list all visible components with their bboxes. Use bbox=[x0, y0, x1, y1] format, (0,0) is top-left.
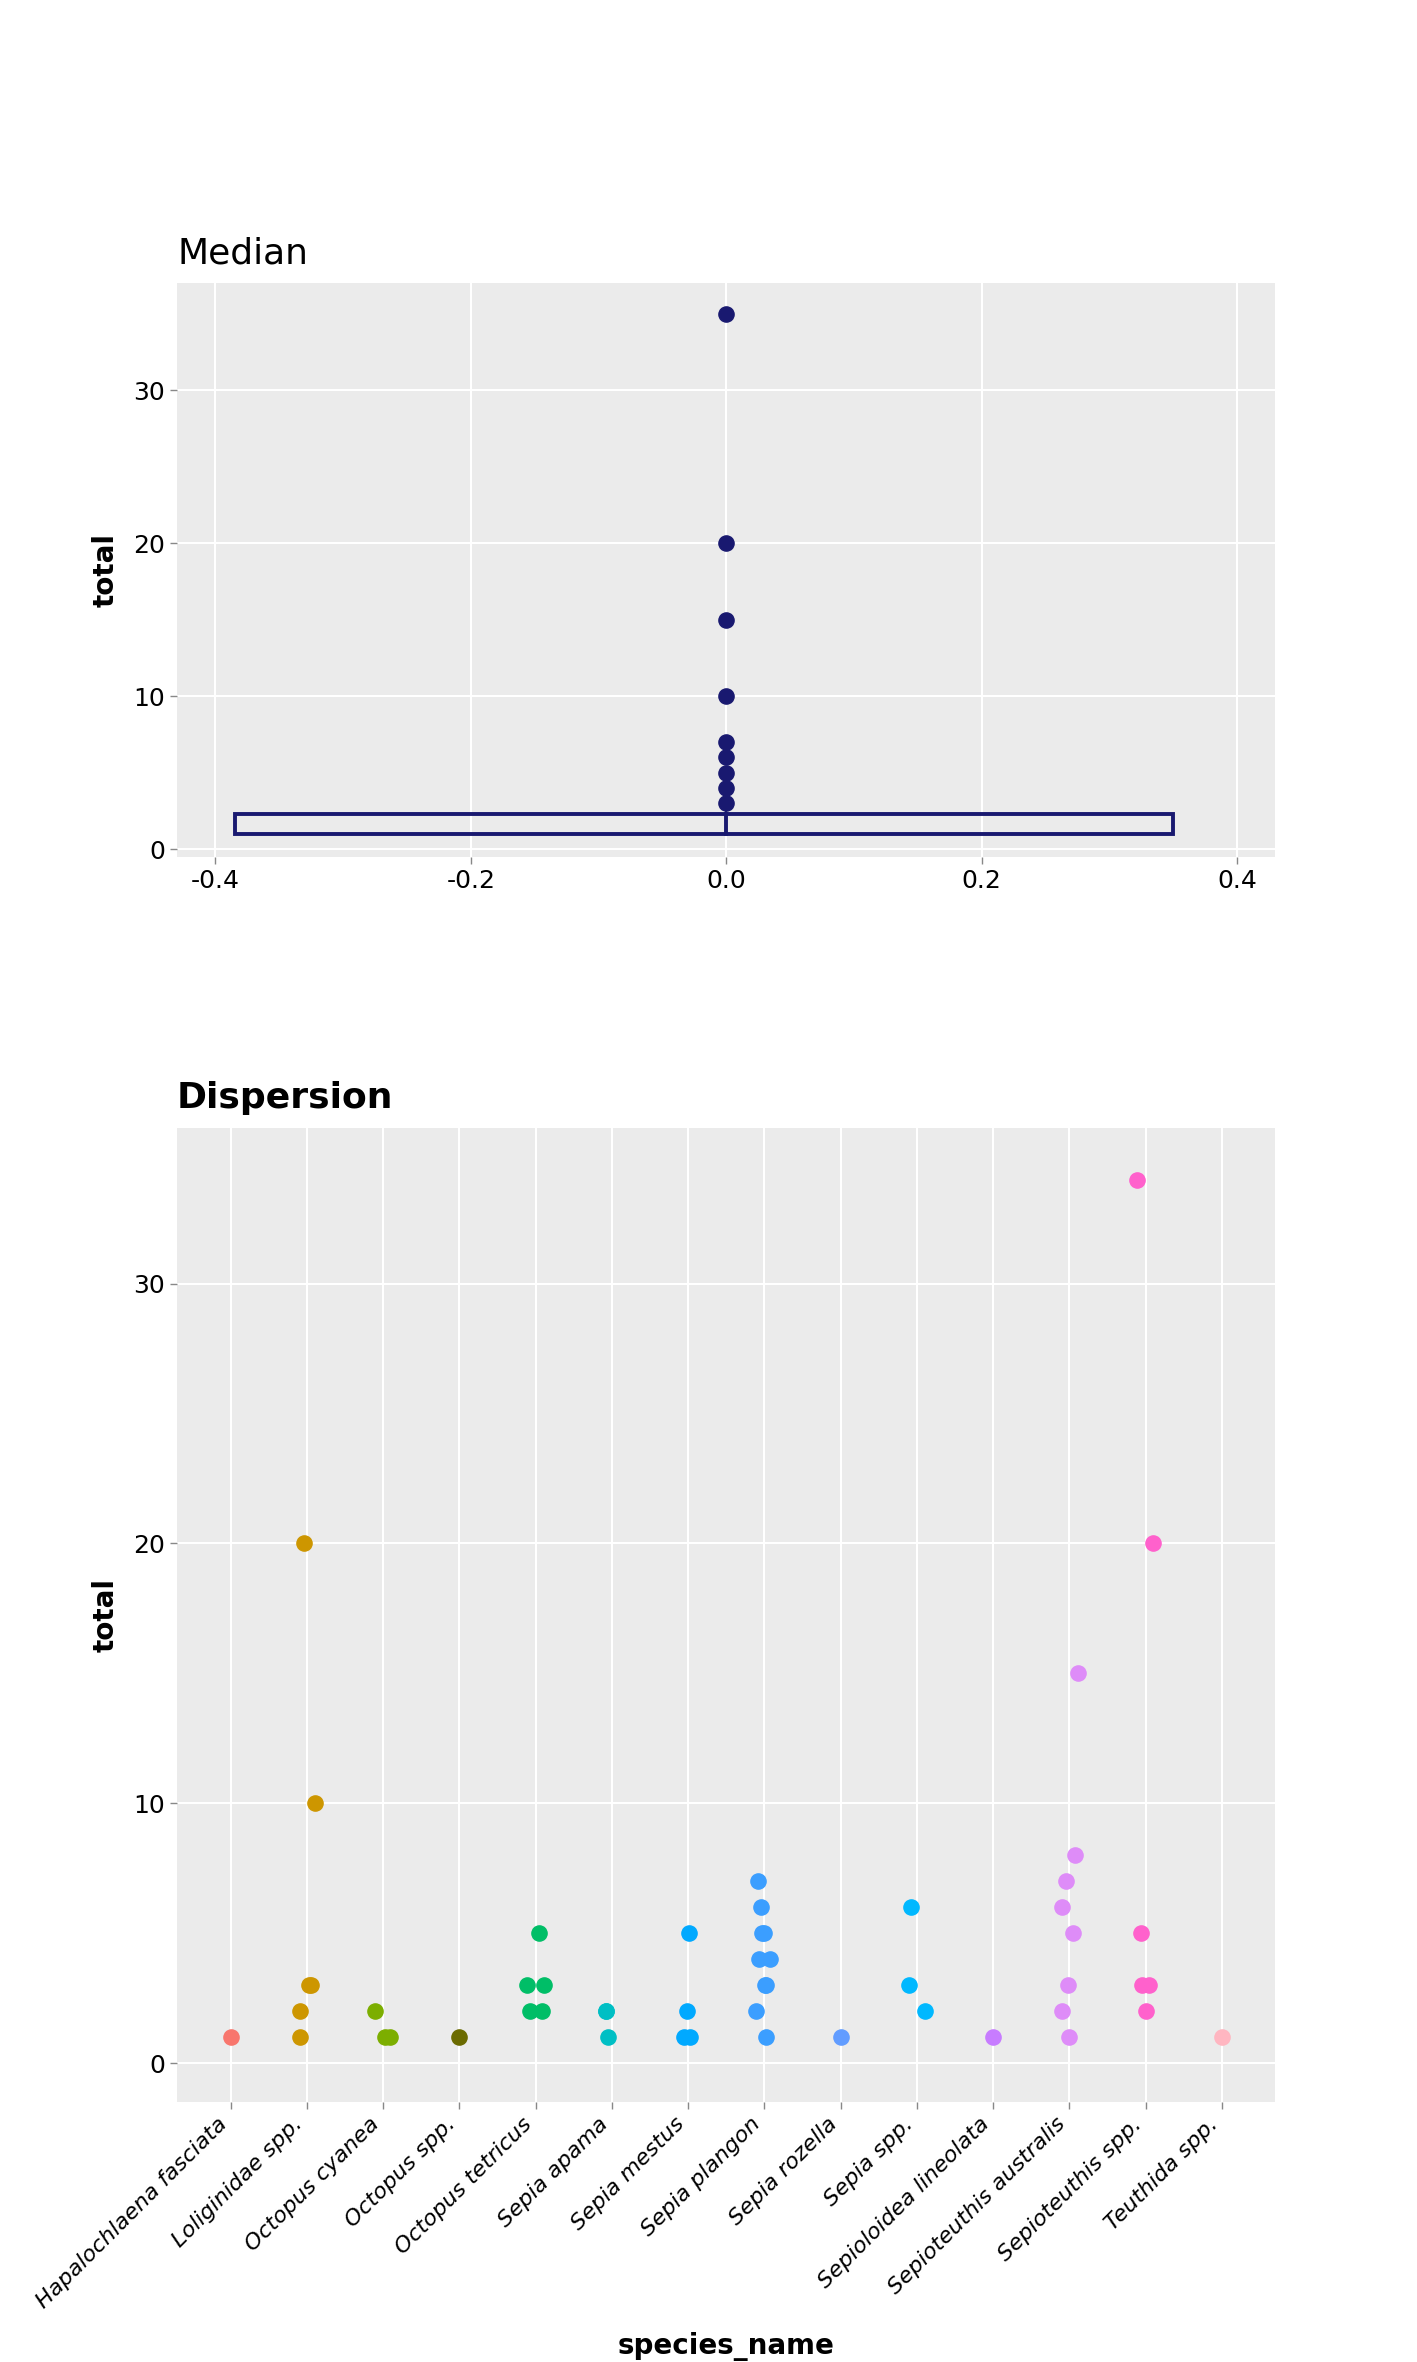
Point bbox=[529, 1913, 551, 1951]
Point bbox=[716, 600, 738, 638]
Point bbox=[299, 1965, 322, 2003]
Point bbox=[751, 1913, 774, 1951]
Point bbox=[758, 1939, 781, 1977]
Point bbox=[374, 2017, 397, 2055]
Point bbox=[595, 1991, 618, 2029]
Point bbox=[716, 784, 738, 822]
Point bbox=[716, 678, 738, 716]
Point bbox=[676, 1991, 699, 2029]
Point bbox=[448, 2017, 470, 2055]
Point bbox=[914, 1991, 937, 2029]
Point bbox=[1061, 1913, 1084, 1951]
Text: Dispersion: Dispersion bbox=[177, 1082, 394, 1115]
Point bbox=[755, 1965, 778, 2003]
Point bbox=[597, 2017, 619, 2055]
Point bbox=[897, 1965, 920, 2003]
Point bbox=[1142, 1523, 1165, 1561]
X-axis label: species_name: species_name bbox=[618, 2331, 835, 2360]
Point bbox=[293, 1523, 316, 1561]
Point bbox=[750, 1887, 772, 1925]
Point bbox=[748, 1939, 771, 1977]
Point bbox=[220, 2017, 242, 2055]
Point bbox=[1067, 1653, 1090, 1691]
Point bbox=[533, 1965, 555, 2003]
Point bbox=[289, 1991, 312, 2029]
Point bbox=[747, 1861, 769, 1899]
Point bbox=[716, 770, 738, 808]
Point bbox=[755, 2017, 778, 2055]
Point bbox=[1057, 1965, 1080, 2003]
Point bbox=[716, 295, 738, 333]
Point bbox=[900, 1887, 922, 1925]
Point bbox=[289, 2017, 312, 2055]
Point bbox=[1054, 1861, 1077, 1899]
Point bbox=[677, 1913, 700, 1951]
Point bbox=[754, 1965, 777, 2003]
Point bbox=[716, 739, 738, 777]
Point bbox=[829, 2017, 852, 2055]
Point bbox=[745, 1991, 768, 2029]
Point bbox=[1064, 1835, 1087, 1873]
Point bbox=[716, 753, 738, 791]
Point bbox=[303, 1783, 326, 1821]
Point bbox=[364, 1991, 387, 2029]
Point bbox=[679, 2017, 701, 2055]
Point bbox=[595, 1991, 618, 2029]
Point bbox=[716, 723, 738, 761]
Point bbox=[1125, 1160, 1148, 1198]
Point bbox=[298, 1965, 320, 2003]
Point bbox=[1058, 2017, 1081, 2055]
Y-axis label: total: total bbox=[92, 1578, 119, 1651]
Point bbox=[516, 1965, 538, 2003]
Point bbox=[378, 2017, 401, 2055]
Point bbox=[1050, 1887, 1073, 1925]
Point bbox=[673, 2017, 696, 2055]
Point bbox=[752, 1913, 775, 1951]
Point bbox=[1129, 1913, 1152, 1951]
Point bbox=[1051, 1991, 1074, 2029]
Point bbox=[1135, 1991, 1158, 2029]
Y-axis label: total: total bbox=[92, 534, 119, 607]
Point bbox=[1138, 1965, 1161, 2003]
Point bbox=[519, 1991, 541, 2029]
Point bbox=[982, 2017, 1005, 2055]
Text: Median: Median bbox=[177, 236, 307, 272]
Point bbox=[530, 1991, 553, 2029]
Point bbox=[1131, 1965, 1153, 2003]
Point bbox=[1210, 2017, 1233, 2055]
Point bbox=[716, 524, 738, 562]
